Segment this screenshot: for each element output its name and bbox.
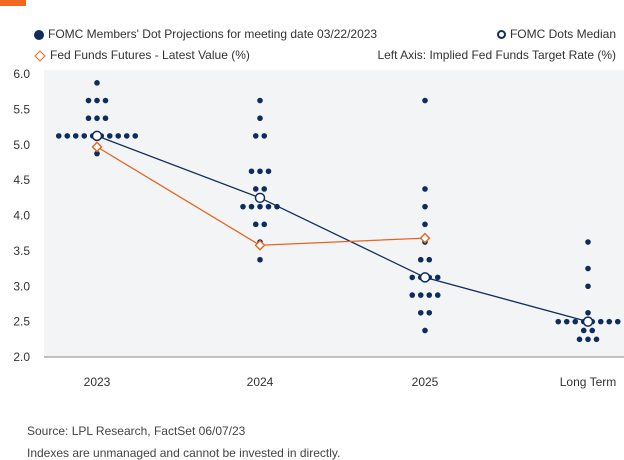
median-marker xyxy=(419,272,431,283)
fomc-dot xyxy=(257,115,263,122)
fomc-dot xyxy=(72,133,79,139)
y-tick-label: 3.5 xyxy=(13,244,30,258)
x-tick-label: 2024 xyxy=(247,375,274,389)
fomc-dot xyxy=(593,336,600,343)
fomc-dot xyxy=(580,327,587,334)
fomc-dot xyxy=(585,265,591,272)
fomc-dot xyxy=(252,133,259,139)
fomc-dot xyxy=(115,133,122,139)
fomc-dot xyxy=(589,327,596,334)
fomc-dot xyxy=(257,203,263,210)
fomc-dot xyxy=(94,97,100,104)
hollow-circle-icon xyxy=(496,30,506,40)
fomc-dot xyxy=(252,186,259,192)
filled-dot-icon xyxy=(34,29,44,40)
futures-marker xyxy=(254,239,266,251)
fomc-dot xyxy=(555,318,562,325)
fomc-dot xyxy=(426,309,433,316)
y-tick-label: 5.0 xyxy=(13,138,30,152)
fomc-dot xyxy=(426,256,433,263)
fomc-dot xyxy=(417,256,424,263)
x-tick-label: Long Term xyxy=(560,375,616,389)
legend-label-median: FOMC Dots Median xyxy=(509,27,616,41)
fomc-dot xyxy=(409,274,416,281)
source-note: Source: LPL Research, FactSet 06/07/23 xyxy=(27,424,246,438)
median-marker xyxy=(582,316,594,327)
dot-plot-chart: 2.0 2.5 3.0 3.5 4.0 4.5 5.0 5.5 6.0 2023 2024 2025 L… xyxy=(13,67,624,389)
fomc-dot xyxy=(614,318,621,325)
legend-label-futures: Fed Funds Futures - Latest Value (%) xyxy=(50,48,250,62)
fomc-dot xyxy=(248,168,255,175)
y-tick-label: 6.0 xyxy=(13,67,30,81)
fomc-dot xyxy=(563,318,570,325)
fomc-dot xyxy=(585,283,591,290)
median-marker xyxy=(91,130,103,142)
x-tick-label: 2025 xyxy=(412,375,439,389)
fomc-dot xyxy=(252,221,259,228)
fomc-dot xyxy=(422,97,428,104)
fomc-dot xyxy=(265,203,272,210)
fomc-dot xyxy=(597,318,604,325)
fomc-dot xyxy=(585,309,591,316)
fomc-dot xyxy=(585,336,591,343)
fomc-dot xyxy=(94,150,100,157)
x-tick-label: 2023 xyxy=(84,375,111,389)
fomc-dot xyxy=(585,239,591,245)
y-tick-label: 2.0 xyxy=(13,350,30,364)
fomc-dot xyxy=(85,115,92,122)
fomc-dot xyxy=(261,221,268,228)
fomc-dot xyxy=(94,80,100,86)
legend-item-dots: FOMC Members' Dot Projections for meetin… xyxy=(34,27,377,41)
fomc-dot xyxy=(64,133,71,139)
y-tick-label: 5.5 xyxy=(13,102,30,116)
accent-bar xyxy=(0,0,26,6)
fomc-dot xyxy=(55,133,62,139)
fomc-dot xyxy=(572,318,579,325)
fomc-dot xyxy=(434,292,441,298)
legend-label-dots: FOMC Members' Dot Projections for meetin… xyxy=(48,27,378,41)
fomc-dot xyxy=(422,327,428,334)
fomc-dot xyxy=(606,318,613,325)
fomc-dot xyxy=(257,256,263,263)
fomc-dot xyxy=(248,203,255,210)
fomc-dot xyxy=(261,133,268,139)
fomc-dot xyxy=(422,186,428,192)
fomc-dot xyxy=(576,336,583,343)
legend-item-median: FOMC Dots Median xyxy=(496,27,616,41)
legend-item-futures: Fed Funds Futures - Latest Value (%) xyxy=(34,48,250,62)
median-marker xyxy=(254,192,266,204)
y-tick-label: 3.0 xyxy=(13,279,30,293)
fomc-dot xyxy=(422,203,428,210)
y-tick-label: 4.5 xyxy=(13,173,30,187)
fomc-dot xyxy=(422,221,428,228)
plot-area xyxy=(44,70,624,357)
fomc-dot xyxy=(257,168,263,175)
fomc-dot xyxy=(417,309,424,316)
median-line xyxy=(96,135,589,323)
fomc-dot xyxy=(94,115,100,122)
fomc-dot xyxy=(265,168,272,175)
fomc-dot xyxy=(106,133,113,139)
fomc-dot xyxy=(102,115,109,122)
fomc-dot xyxy=(240,203,246,210)
fomc-dot xyxy=(132,133,139,139)
y-tick-label: 4.0 xyxy=(13,209,30,223)
fomc-dot xyxy=(123,133,130,139)
fomc-dot xyxy=(409,292,416,298)
fomc-dot xyxy=(85,97,92,104)
axis-note-label: Left Axis: Implied Fed Funds Target Rate… xyxy=(377,48,616,62)
fomc-dot xyxy=(257,97,263,104)
fomc-dot xyxy=(102,97,109,104)
disclaimer-note: Indexes are unmanaged and cannot be inve… xyxy=(27,446,341,460)
fomc-dot xyxy=(434,274,441,281)
y-tick-label: 2.5 xyxy=(13,315,30,329)
fomc-dot xyxy=(426,292,433,298)
axis-note: Left Axis: Implied Fed Funds Target Rate… xyxy=(377,48,616,62)
fomc-dot xyxy=(81,133,88,139)
futures-marker xyxy=(419,232,431,244)
fomc-dot xyxy=(261,186,268,192)
futures-marker xyxy=(91,141,103,153)
fomc-dot xyxy=(417,292,424,298)
